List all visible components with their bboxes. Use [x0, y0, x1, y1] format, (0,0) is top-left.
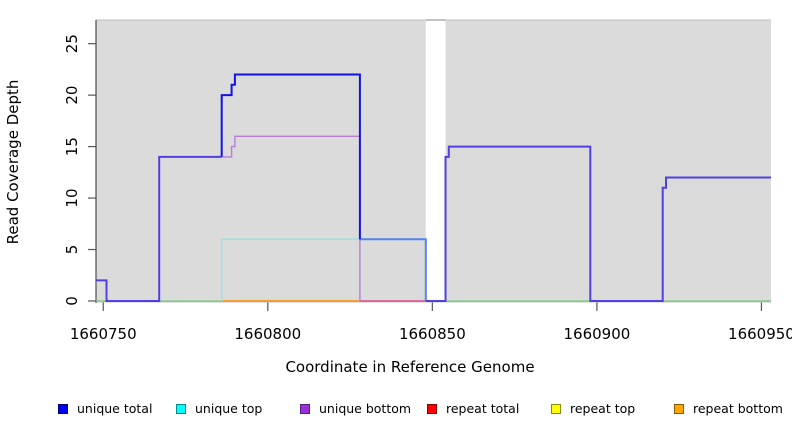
- y-tick-label: 5: [63, 245, 81, 255]
- legend-item-unique-total: unique total: [58, 400, 152, 418]
- legend-item-unique-bottom: unique bottom: [300, 400, 411, 418]
- legend-item-unique-top: unique top: [176, 400, 262, 418]
- legend-label-repeat-bottom: repeat bottom: [693, 401, 783, 416]
- legend-swatch-repeat-top: [551, 404, 561, 414]
- series-line-unique-top-visible: [220, 238, 360, 301]
- legend-label-repeat-total: repeat total: [446, 401, 520, 416]
- y-tick-label: 0: [63, 296, 81, 306]
- legend-swatch-repeat-bottom: [674, 404, 684, 414]
- series-line-unique-total-blend-top: [359, 238, 427, 301]
- x-tick-label: 1660950: [728, 325, 792, 343]
- series-line-unique-total-pure: [220, 73, 361, 240]
- legend-item-repeat-total: repeat total: [427, 400, 519, 418]
- y-tick-label: 10: [63, 189, 81, 208]
- coverage-plot: 1660750 1660800 1660850 1660900 1660950 0 5 10 1…: [63, 19, 792, 343]
- y-axis-title: Read Coverage Depth: [4, 79, 22, 245]
- y-tick-label: 15: [63, 137, 81, 156]
- legend-swatch-unique-bottom: [300, 404, 310, 414]
- x-tick-label: 1660800: [234, 325, 301, 343]
- x-tick-label: 1660900: [563, 325, 630, 343]
- x-tick-label: 1660850: [399, 325, 466, 343]
- x-axis-title: Coordinate in Reference Genome: [285, 358, 535, 376]
- series-line-unique-total-left: [96, 155, 222, 302]
- legend: unique total unique top unique bottom repea…: [0, 400, 792, 422]
- x-tick-label: 1660750: [70, 325, 137, 343]
- legend-label-unique-total: unique total: [77, 401, 153, 416]
- series-line-unique-total-right: [425, 145, 771, 302]
- legend-swatch-unique-total: [58, 404, 68, 414]
- legend-item-repeat-bottom: repeat bottom: [674, 400, 783, 418]
- legend-label-unique-bottom: unique bottom: [319, 401, 412, 416]
- y-tick-label: 25: [63, 34, 81, 53]
- legend-label-unique-top: unique top: [195, 401, 263, 416]
- legend-swatch-repeat-total: [427, 404, 437, 414]
- legend-swatch-unique-top: [176, 404, 186, 414]
- masked-region: [425, 20, 446, 302]
- legend-item-repeat-top: repeat top: [551, 400, 635, 418]
- legend-label-repeat-top: repeat top: [570, 401, 636, 416]
- y-tick-label: 20: [63, 86, 81, 105]
